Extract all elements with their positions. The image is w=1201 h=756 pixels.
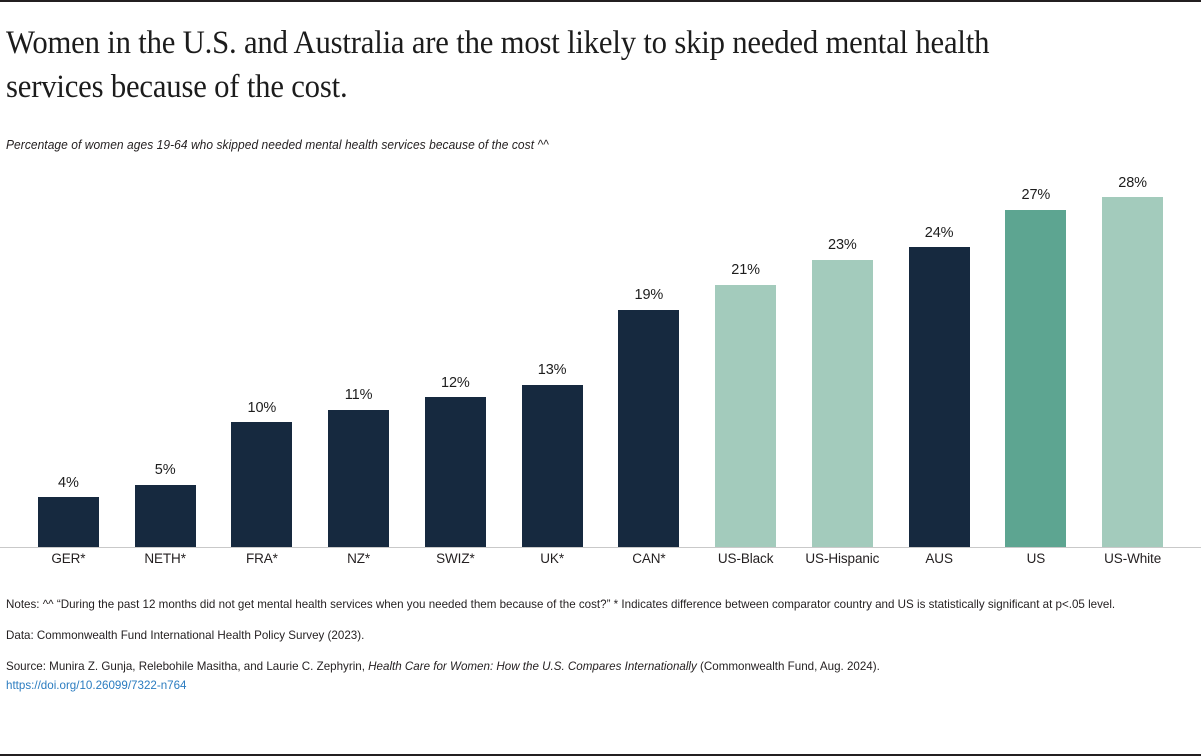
bar-rect[interactable] xyxy=(424,397,486,547)
x-axis-tick-label: UK* xyxy=(540,551,564,566)
x-axis-tick-label: GER* xyxy=(51,551,86,566)
notes-label: Notes: xyxy=(6,598,40,611)
bar-group: 5% xyxy=(117,162,214,547)
source-doi-link[interactable]: https://doi.org/10.26099/7322-n764 xyxy=(6,678,187,692)
bar-series: 4% 5% 10% 11% 12% 13% 19% 21% 23% 24% 27% 28% xyxy=(0,162,1201,547)
x-axis-tick-label: NETH* xyxy=(144,551,186,566)
x-axis-labels: GER* NETH* FRA* NZ* SWIZ* UK* CAN* US-Black US-H… xyxy=(0,551,1201,566)
x-axis-tick-label: CAN* xyxy=(632,551,666,566)
x-axis-tick-label: SWIZ* xyxy=(436,551,475,566)
bar-group: 11% xyxy=(310,162,407,547)
bar-group: 27% xyxy=(988,162,1085,547)
bar-rect[interactable] xyxy=(908,247,970,547)
bar-value-label: 12% xyxy=(441,374,470,391)
bar-value-label: 10% xyxy=(247,399,277,416)
bar-value-label: 19% xyxy=(634,287,664,303)
page-title: Women in the U.S. and Australia are the … xyxy=(6,25,990,105)
bar-value-label: 21% xyxy=(731,262,760,278)
bar-value-label: 27% xyxy=(1021,187,1051,203)
bar-value-label: 24% xyxy=(924,224,954,241)
bar-group: 4% xyxy=(20,162,117,547)
bar-rect[interactable] xyxy=(231,422,293,547)
x-axis-tick-label: FRA* xyxy=(245,551,278,566)
data-paragraph: Data: Commonwealth Fund International He… xyxy=(6,628,365,642)
bar-rect[interactable] xyxy=(521,384,583,547)
bar-rect[interactable] xyxy=(1102,197,1164,547)
x-axis-tick-label: US-White xyxy=(1104,551,1162,566)
bar-group: 19% xyxy=(601,162,698,547)
chart-footnotes: Notes: ^^ “During the past 12 months did… xyxy=(6,596,1186,695)
bar-group: 21% xyxy=(697,162,794,547)
bar-group: 12% xyxy=(407,162,504,547)
x-axis-tick-label: NZ* xyxy=(347,551,371,566)
bar-rect[interactable] xyxy=(1005,209,1067,547)
chart-header: Women in the U.S. and Australia are the … xyxy=(0,2,1201,152)
x-axis-line xyxy=(0,547,1201,548)
bar-group: 10% xyxy=(214,162,311,547)
bar-rect[interactable] xyxy=(134,484,196,547)
bar-rect[interactable] xyxy=(618,309,680,547)
x-axis-tick-label: US-Black xyxy=(717,551,774,566)
chart-subtitle: Percentage of women ages 19-64 who skipp… xyxy=(6,137,549,152)
bar-value-label: 4% xyxy=(57,474,79,491)
bar-value-label: 13% xyxy=(537,362,567,378)
x-axis-tick-label: AUS xyxy=(925,551,953,566)
bar-rect[interactable] xyxy=(328,409,390,547)
bar-rect[interactable] xyxy=(715,284,777,547)
bar-rect[interactable] xyxy=(37,497,99,547)
source-paragraph: Source: Munira Z. Gunja, Relebohile Masi… xyxy=(6,658,1186,695)
bar-value-label: 23% xyxy=(828,237,857,253)
bar-chart-plot: 4% 5% 10% 11% 12% 13% 19% 21% 23% 24% 27% 28% xyxy=(0,162,1201,548)
source-suffix: (Commonwealth Fund, Aug. 2024). xyxy=(696,659,880,673)
bar-value-label: 11% xyxy=(344,387,373,403)
bar-group: 13% xyxy=(504,162,601,547)
bar-rect[interactable] xyxy=(811,259,873,547)
bar-group: 24% xyxy=(891,162,988,547)
bar-group: 28% xyxy=(1084,162,1181,547)
bar-value-label: 5% xyxy=(154,462,176,478)
x-axis-tick-label: US-Hispanic xyxy=(805,551,880,566)
source-title-italic: Health Care for Women: How the U.S. Comp… xyxy=(368,659,697,673)
source-prefix: Source: Munira Z. Gunja, Relebohile Masi… xyxy=(6,659,369,673)
bar-value-label: 28% xyxy=(1118,174,1147,191)
bar-group: 23% xyxy=(794,162,891,547)
x-axis-tick-label: US xyxy=(1026,551,1046,566)
notes-body: ^^ “During the past 12 months did not ge… xyxy=(39,598,1116,611)
notes-paragraph: Notes: ^^ “During the past 12 months did… xyxy=(6,596,1186,614)
